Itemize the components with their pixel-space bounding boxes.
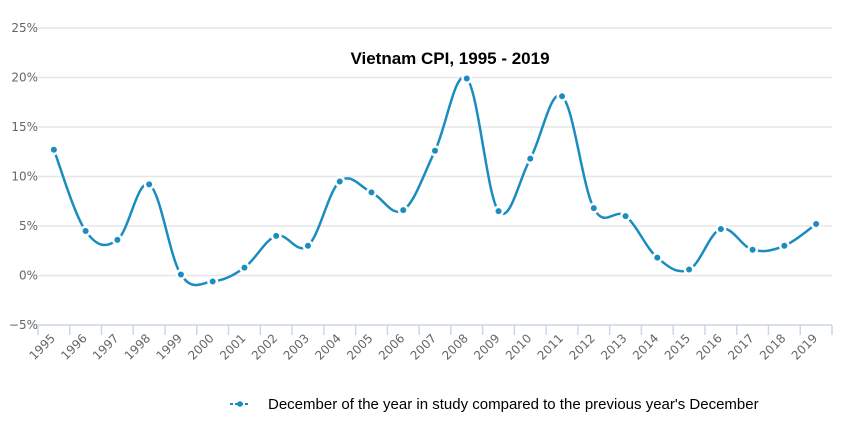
- series-line: [52, 75, 818, 287]
- x-tick-label: 2006: [376, 331, 407, 362]
- chart-title: Vietnam CPI, 1995 - 2019: [350, 49, 549, 68]
- x-tick-label: 2017: [725, 331, 756, 362]
- data-point-2005[interactable]: [368, 189, 375, 196]
- x-tick-label: 2002: [249, 331, 280, 362]
- data-point-2017[interactable]: [749, 246, 756, 253]
- x-tick-label: 1999: [154, 331, 185, 362]
- data-point-2014[interactable]: [654, 254, 661, 261]
- data-point-2006[interactable]: [400, 207, 407, 214]
- data-point-2004[interactable]: [336, 178, 343, 185]
- data-point-2011[interactable]: [559, 93, 566, 100]
- x-tick-label: 2018: [757, 331, 788, 362]
- y-tick-label: 15%: [11, 120, 38, 134]
- data-point-2019[interactable]: [813, 221, 820, 228]
- x-axis: 1995 1996 1997 1998 1999 2000 2001 2002 2003 2004…: [27, 324, 833, 363]
- x-tick-label: 1995: [27, 331, 58, 362]
- y-axis: −5% 0% 5% 10% 15% 20% 25%: [9, 21, 38, 332]
- data-point-1999[interactable]: [177, 271, 184, 278]
- x-tick-label: 2001: [217, 331, 248, 362]
- data-point-2018[interactable]: [781, 242, 788, 249]
- x-tick-label: 2016: [693, 331, 724, 362]
- data-point-2007[interactable]: [432, 147, 438, 154]
- data-point-1998[interactable]: [146, 181, 153, 188]
- data-point-2001[interactable]: [241, 264, 248, 271]
- data-point-1996[interactable]: [82, 227, 89, 234]
- y-tick-label: 0%: [19, 269, 38, 283]
- x-tick-label: 1998: [122, 331, 153, 362]
- x-tick-label: 2008: [439, 331, 470, 362]
- data-point-2010[interactable]: [527, 155, 534, 162]
- data-point-2002[interactable]: [273, 232, 280, 239]
- data-point-1997[interactable]: [114, 236, 121, 243]
- data-point-2013[interactable]: [622, 213, 629, 220]
- y-tick-label: 5%: [19, 219, 38, 233]
- x-tick-label: 2015: [662, 331, 693, 362]
- x-tick-label: 2012: [566, 331, 597, 362]
- x-tick-label: 2000: [185, 331, 216, 362]
- x-tick-label: 2019: [789, 331, 820, 362]
- legend-item-label[interactable]: December of the year in study compared t…: [268, 396, 759, 413]
- x-tick-label: 2003: [281, 331, 312, 362]
- x-tick-label: 2005: [344, 331, 375, 362]
- y-tick-label: −5%: [9, 318, 38, 332]
- x-tick-label: 2014: [630, 331, 661, 362]
- series-cpi[interactable]: [48, 72, 822, 287]
- x-tick-label: 1996: [58, 331, 89, 362]
- data-point-2000[interactable]: [209, 278, 216, 285]
- x-tick-label: 2010: [503, 331, 534, 362]
- data-point-2008[interactable]: [463, 75, 470, 82]
- x-tick-label: 2004: [312, 331, 343, 362]
- x-tick-label: 2009: [471, 331, 502, 362]
- x-tick-label: 2007: [408, 331, 439, 362]
- y-tick-label: 20%: [11, 71, 38, 85]
- gridlines: [38, 27, 832, 277]
- x-tick-label: 2013: [598, 331, 629, 362]
- data-point-2012[interactable]: [590, 205, 597, 212]
- y-tick-label: 10%: [11, 170, 38, 184]
- data-point-2009[interactable]: [495, 208, 502, 215]
- data-point-2003[interactable]: [304, 242, 311, 249]
- x-tick-label: 2011: [535, 331, 566, 362]
- data-point-2016[interactable]: [717, 225, 724, 232]
- legend-marker-symbol: [237, 401, 243, 407]
- x-tick-label: 1997: [90, 331, 121, 362]
- data-point-1995[interactable]: [50, 146, 57, 153]
- y-tick-label: 25%: [11, 21, 38, 35]
- data-point-2015[interactable]: [686, 266, 693, 273]
- legend[interactable]: December of the year in study compared t…: [230, 396, 759, 413]
